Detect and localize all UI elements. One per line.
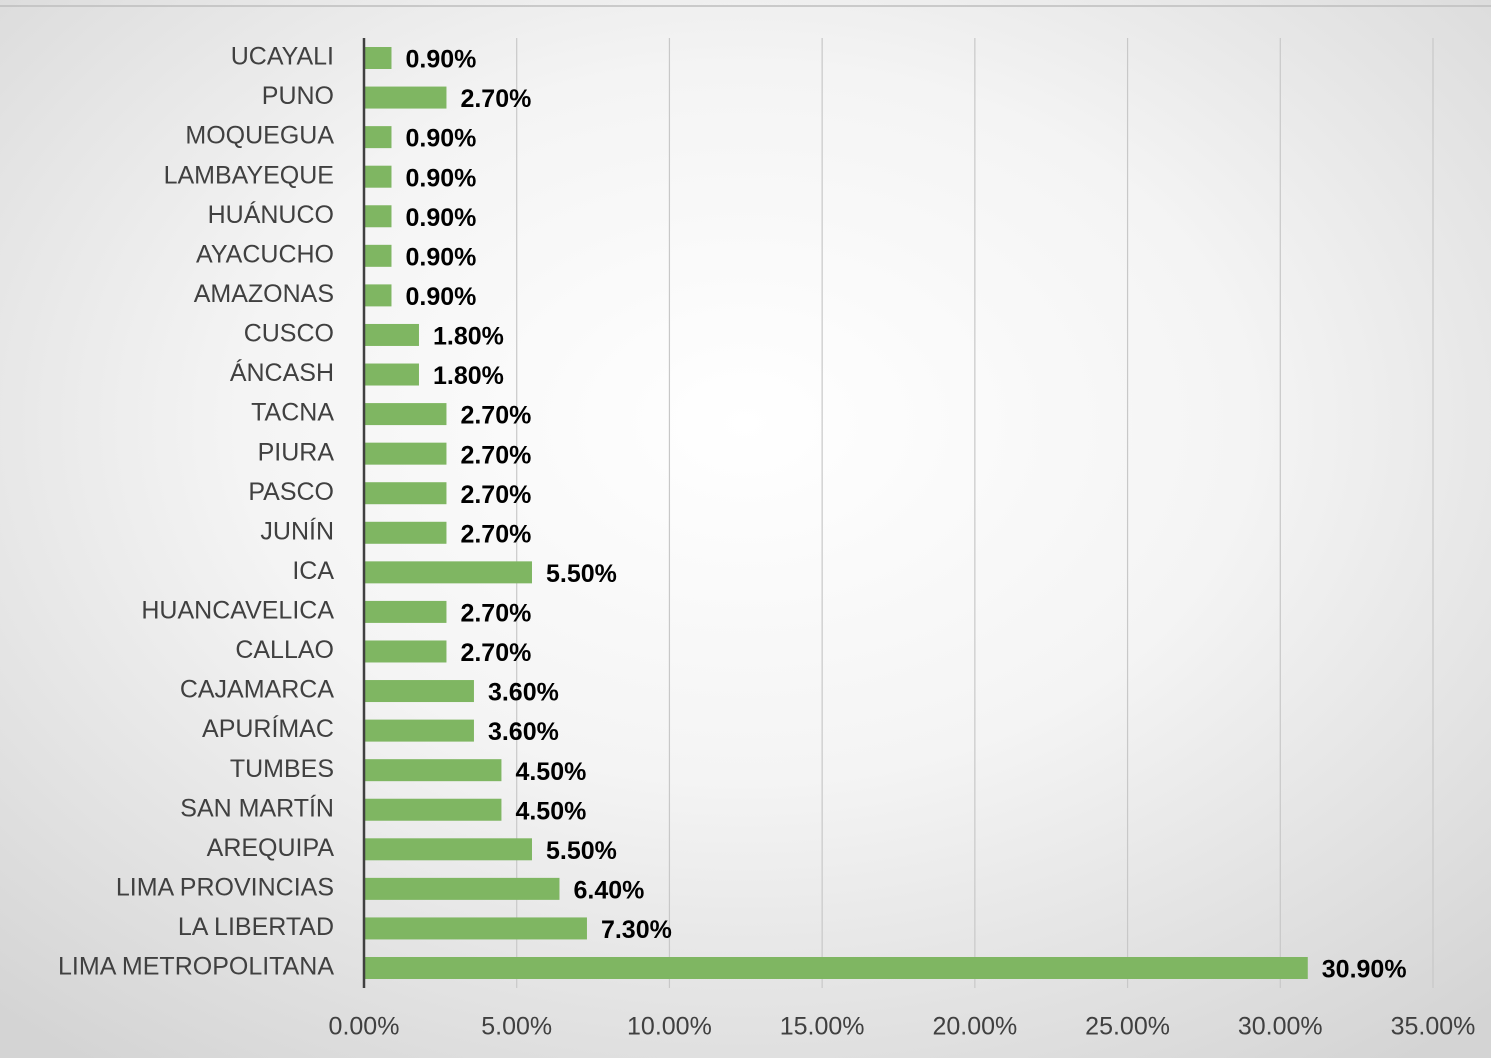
- bar: [364, 838, 532, 861]
- y-tick-label: LAMBAYEQUE: [164, 161, 334, 189]
- y-tick-label: UCAYALI: [231, 43, 334, 71]
- value-label: 5.50%: [546, 560, 617, 588]
- bar: [364, 165, 392, 188]
- bar: [364, 957, 1308, 979]
- x-tick-label: 0.00%: [329, 1013, 400, 1041]
- y-tick-label: JUNÍN: [260, 516, 334, 545]
- y-tick-label: APURÍMAC: [202, 714, 334, 743]
- x-tick-label: 15.00%: [780, 1013, 865, 1041]
- value-label: 30.90%: [1322, 956, 1407, 984]
- bar: [364, 403, 447, 426]
- y-tick-label: MOQUEGUA: [185, 122, 334, 150]
- bar: [364, 323, 419, 346]
- bar: [364, 47, 392, 69]
- bar: [364, 205, 392, 228]
- x-tick-label: 5.00%: [481, 1013, 552, 1041]
- value-label: 2.70%: [460, 441, 531, 469]
- x-tick-label: 25.00%: [1085, 1013, 1170, 1041]
- y-tick-label: SAN MARTÍN: [180, 793, 334, 822]
- bar: [364, 798, 502, 821]
- value-label: 0.90%: [405, 46, 476, 74]
- y-tick-label: AREQUIPA: [207, 834, 335, 862]
- bar: [364, 363, 419, 386]
- y-tick-label: CALLAO: [235, 636, 334, 664]
- value-label: 3.60%: [488, 679, 559, 707]
- y-tick-label: ICA: [292, 557, 334, 585]
- value-label: 6.40%: [573, 876, 644, 904]
- value-label: 0.90%: [405, 125, 476, 153]
- value-label: 1.80%: [433, 323, 504, 351]
- bar: [364, 521, 447, 544]
- value-label: 2.70%: [460, 600, 531, 628]
- y-tick-label: AMAZONAS: [194, 280, 334, 308]
- y-tick-label: HUÁNUCO: [208, 200, 334, 229]
- value-label: 2.70%: [460, 639, 531, 667]
- bar: [364, 442, 447, 465]
- bar: [364, 680, 474, 703]
- value-label: 0.90%: [405, 283, 476, 311]
- value-label: 5.50%: [546, 837, 617, 865]
- y-tick-label: CAJAMARCA: [180, 676, 335, 704]
- bar: [364, 126, 392, 149]
- y-tick-label: PASCO: [248, 478, 334, 506]
- x-tick-label: 10.00%: [627, 1013, 712, 1041]
- bar: [364, 284, 392, 307]
- bar: [364, 917, 587, 940]
- y-tick-label: LA LIBERTAD: [178, 913, 334, 941]
- y-tick-label: ÁNCASH: [230, 358, 334, 387]
- value-label: 3.60%: [488, 718, 559, 746]
- value-label: 0.90%: [405, 204, 476, 232]
- y-tick-label: PIURA: [258, 438, 335, 466]
- bar: [364, 561, 532, 584]
- y-tick-label: CUSCO: [244, 320, 334, 348]
- value-label: 4.50%: [515, 797, 586, 825]
- value-label: 2.70%: [460, 481, 531, 509]
- bar: [364, 244, 392, 267]
- y-tick-label: HUANCAVELICA: [141, 597, 334, 625]
- x-tick-label: 20.00%: [932, 1013, 1017, 1041]
- value-label: 2.70%: [460, 402, 531, 430]
- value-label: 0.90%: [405, 164, 476, 192]
- bar: [364, 600, 447, 623]
- y-tick-label: TUMBES: [230, 755, 334, 783]
- y-tick-label: AYACUCHO: [196, 240, 334, 268]
- bar: [364, 719, 474, 742]
- value-label: 2.70%: [460, 85, 531, 113]
- value-label: 1.80%: [433, 362, 504, 390]
- y-tick-label: PUNO: [262, 82, 334, 110]
- bar: [364, 482, 447, 505]
- value-label: 7.30%: [601, 916, 672, 944]
- bar: [364, 86, 447, 109]
- y-tick-label: LIMA PROVINCIAS: [116, 873, 334, 901]
- value-label: 4.50%: [515, 758, 586, 786]
- x-tick-label: 35.00%: [1391, 1013, 1476, 1041]
- y-tick-label: LIMA METROPOLITANA: [58, 953, 334, 981]
- value-label: 0.90%: [405, 243, 476, 271]
- y-tick-label: TACNA: [251, 399, 334, 427]
- bar: [364, 640, 447, 663]
- x-tick-label: 30.00%: [1238, 1013, 1323, 1041]
- value-label: 2.70%: [460, 520, 531, 548]
- bar: [364, 877, 560, 900]
- bar: [364, 759, 502, 782]
